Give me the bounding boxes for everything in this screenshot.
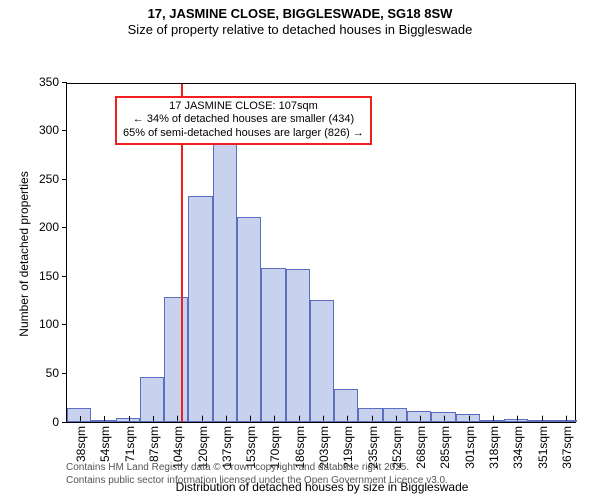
bar [116,418,140,422]
annotation-line1: 17 JASMINE CLOSE: 107sqm [123,100,364,114]
xtick: 351sqm [536,422,550,469]
ytick: 0 [52,415,67,429]
xtick: 38sqm [74,422,88,462]
footer-line1: Contains HM Land Registry data © Crown c… [66,462,448,475]
y-axis-label: Number of detached properties [17,154,31,354]
chart-title: 17, JASMINE CLOSE, BIGGLESWADE, SG18 8SW… [0,0,600,39]
ytick: 100 [39,317,67,331]
footer-line2: Contains public sector information licen… [66,475,448,488]
ytick: 50 [46,366,67,380]
title-line2: Size of property relative to detached ho… [0,22,600,38]
bar [358,408,382,422]
annotation-line3: 65% of semi-detached houses are larger (… [123,127,364,141]
bar [383,408,407,422]
bar [164,297,188,421]
bar [310,300,334,421]
bar [456,414,480,422]
bar [213,144,237,422]
xtick: 367sqm [560,422,574,469]
xtick: 54sqm [98,422,112,462]
bar [140,377,164,422]
xtick: 334sqm [511,422,525,469]
annotation-line2: ← 34% of detached houses are smaller (43… [123,113,364,127]
xtick: 301sqm [463,422,477,469]
bar [188,196,212,421]
ytick: 350 [39,75,67,89]
bar [261,268,285,421]
bar [237,217,261,422]
xtick: 87sqm [147,422,161,462]
ytick: 150 [39,269,67,283]
xtick: 71sqm [123,422,137,462]
ytick: 200 [39,220,67,234]
plot-area: 17 JASMINE CLOSE: 107sqm ← 34% of detach… [66,83,576,423]
ytick: 300 [39,123,67,137]
title-line1: 17, JASMINE CLOSE, BIGGLESWADE, SG18 8SW [0,6,600,22]
ytick: 250 [39,172,67,186]
annotation-box: 17 JASMINE CLOSE: 107sqm ← 34% of detach… [115,96,372,145]
xtick: 318sqm [487,422,501,469]
bar [286,269,310,422]
footer: Contains HM Land Registry data © Crown c… [66,462,448,487]
